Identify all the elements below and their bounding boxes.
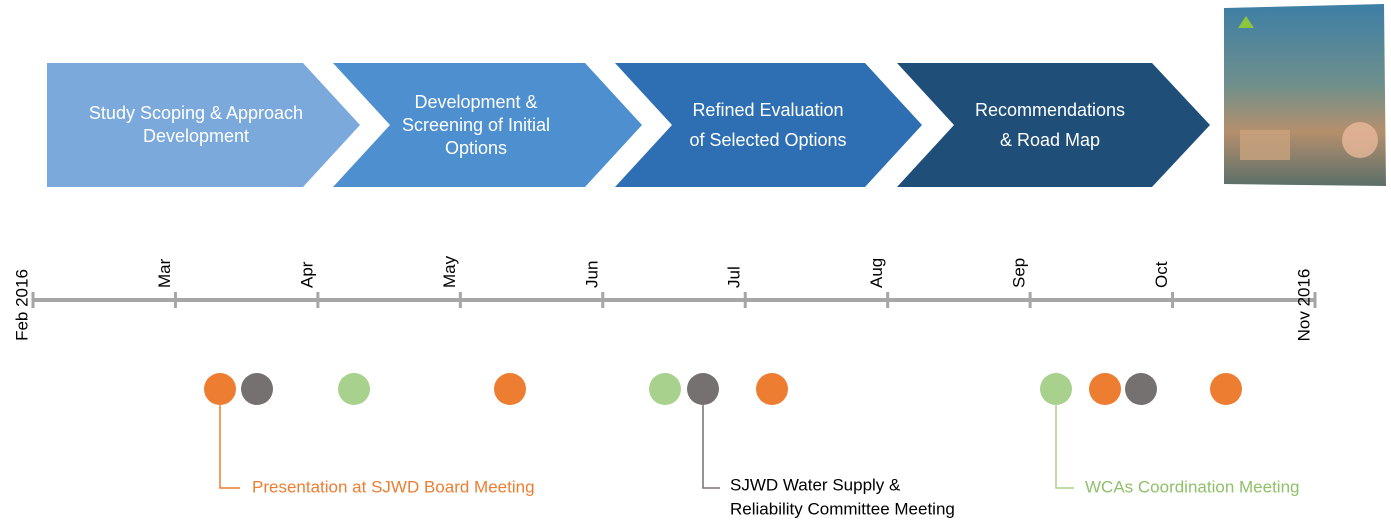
phase-label: Refined Evaluation — [692, 100, 843, 120]
callout-label: WCAs Coordination Meeting — [1085, 477, 1299, 496]
phase-label: Study Scoping & Approach — [89, 103, 303, 123]
month-label: Aug — [867, 258, 886, 288]
month-label: May — [440, 255, 459, 288]
phase-label: Options — [445, 138, 507, 158]
phase-label: Development & — [414, 92, 537, 112]
phase-label: of Selected Options — [689, 130, 846, 150]
phase-arrow — [897, 63, 1210, 187]
phase-label: Development — [143, 126, 249, 146]
phase-arrow — [47, 63, 360, 187]
month-label: Oct — [1152, 261, 1171, 288]
phase-label: Screening of Initial — [402, 115, 550, 135]
callout-line — [1055, 405, 1074, 489]
month-label: Feb 2016 — [12, 269, 31, 341]
callout-line — [219, 405, 240, 489]
phase-arrow — [615, 63, 922, 187]
report-cover — [1224, 4, 1386, 186]
phase-arrow — [333, 63, 642, 187]
month-label: Jul — [725, 266, 744, 288]
phase-label: Recommendations — [975, 100, 1125, 120]
month-label: Mar — [155, 258, 174, 288]
month-label: Nov 2016 — [1294, 269, 1313, 342]
month-label: Sep — [1010, 258, 1029, 288]
callout-label: SJWD Water Supply & — [730, 475, 901, 494]
phase-label: & Road Map — [1000, 130, 1100, 150]
meeting-dots — [204, 373, 1242, 405]
month-label: Jun — [582, 261, 601, 288]
month-label: Apr — [297, 261, 316, 288]
callout-label: Reliability Committee Meeting — [730, 499, 955, 518]
callout-line — [702, 405, 720, 489]
callout-label: Presentation at SJWD Board Meeting — [252, 477, 535, 496]
